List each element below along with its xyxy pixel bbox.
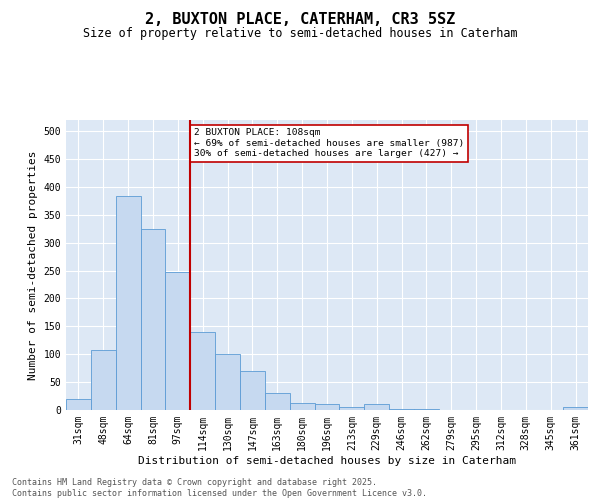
Bar — [414, 409, 439, 410]
Text: 2, BUXTON PLACE, CATERHAM, CR3 5SZ: 2, BUXTON PLACE, CATERHAM, CR3 5SZ — [145, 12, 455, 28]
Bar — [314, 404, 340, 410]
Bar — [66, 399, 91, 410]
Bar — [340, 407, 364, 410]
Bar — [265, 394, 290, 410]
Bar — [91, 350, 116, 410]
Bar — [290, 404, 314, 410]
Text: 2 BUXTON PLACE: 108sqm
← 69% of semi-detached houses are smaller (987)
30% of se: 2 BUXTON PLACE: 108sqm ← 69% of semi-det… — [194, 128, 464, 158]
Bar — [389, 409, 414, 410]
Text: Contains HM Land Registry data © Crown copyright and database right 2025.
Contai: Contains HM Land Registry data © Crown c… — [12, 478, 427, 498]
Bar — [364, 404, 389, 410]
Bar — [166, 272, 190, 410]
Bar — [140, 229, 166, 410]
Bar — [190, 332, 215, 410]
Bar — [240, 371, 265, 410]
Text: Size of property relative to semi-detached houses in Caterham: Size of property relative to semi-detach… — [83, 28, 517, 40]
Bar — [215, 354, 240, 410]
Bar — [116, 196, 140, 410]
Y-axis label: Number of semi-detached properties: Number of semi-detached properties — [28, 150, 38, 380]
X-axis label: Distribution of semi-detached houses by size in Caterham: Distribution of semi-detached houses by … — [138, 456, 516, 466]
Bar — [563, 407, 588, 410]
